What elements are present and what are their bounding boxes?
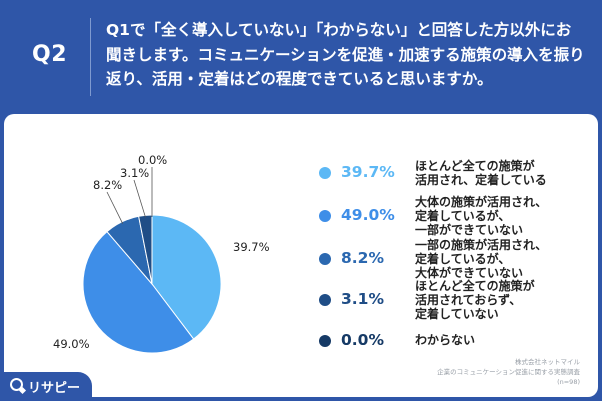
legend-label-line: 大体ができていない [415,266,524,280]
legend-label: ほとんど全ての施策が 活用されておらず、 定着していない [415,279,598,321]
legend-dot-icon [319,167,331,179]
legend-label-line: ほとんど全ての施策が [415,279,535,293]
source-line-3: (n=98) [557,378,580,386]
question-text: Q1で「全く導入していない」「わからない」と回答した方以外にお聞きします。コミュ… [106,21,585,88]
pie-slice-1 [82,230,195,354]
pie-slice-0 [151,214,222,340]
pie-value-label-0: 39.7% [233,240,270,254]
legend-item: 8.2% 一部の施策が活用され、 定着しているが、 大体ができていない [319,238,598,280]
legend-label-line: 定着していない [415,307,499,321]
legend-label: 大体の施策が活用され、 定着しているが、 一部ができていない [415,195,598,237]
header-banner: Q2 Q1で「全く導入していない」「わからない」と回答した方以外にお聞きします。… [0,0,602,112]
pie-chart: 39.7% 49.0% 8.2%3.1%0.0% [53,153,270,354]
legend-dot-icon [319,335,331,347]
question-number: Q2 [32,42,68,67]
legend-label-line: 一部ができていない [415,223,524,237]
brand-name: リサピー [28,381,81,396]
legend-dot-icon [319,253,331,265]
pie-leader-line-2 [106,191,124,224]
legend-label: ほとんど全ての施策が 活用され、定着している [415,159,598,187]
legend-percent: 39.7% [341,163,395,181]
legend-label-line: 一部の施策が活用され、 [415,238,548,252]
pie-leader-line-3 [133,179,146,218]
legend-dot-icon [319,210,331,222]
source-note: 株式会社ネットマイル 企業のコミュニケーション促進に関する実態調査 (n=98) [437,357,580,387]
pie-value-label-4: 0.0% [138,153,167,167]
legend-percent: 3.1% [341,290,384,308]
legend-percent: 0.0% [341,331,384,349]
legend-label-line: 活用され、定着している [415,173,547,187]
legend-item: 39.7% ほとんど全ての施策が 活用され、定着している [319,158,598,188]
legend-percent: 49.0% [341,206,395,224]
legend-percent: 8.2% [341,249,384,267]
legend-dot-icon [319,294,331,306]
pie-value-label-2: 8.2% [93,178,122,192]
legend-label-line: 活用されておらず、 [415,293,522,307]
legend-label: 一部の施策が活用され、 定着しているが、 大体ができていない [415,238,598,280]
legend-label-line: ほとんど全ての施策が [415,159,535,173]
header-divider [90,18,91,96]
source-line-1: 株式会社ネットマイル [515,358,580,366]
source-line-2: 企業のコミュニケーション促進に関する実態調査 [437,368,580,376]
legend-label-line: 大体の施策が活用され、 [415,195,548,209]
legend-item: 3.1% ほとんど全ての施策が 活用されておらず、 定着していない [319,279,598,321]
legend-item: 49.0% 大体の施策が活用され、 定着しているが、 一部ができていない [319,195,598,237]
legend-item: 0.0% わからない [319,326,598,356]
pie-value-label-3: 3.1% [120,166,149,180]
legend-label: わからない [415,333,598,347]
legend-label-line: 定着しているが、 [415,209,511,223]
chart-panel: 39.7% 49.0% 8.2% 3.1% 0.0% 39.7% ほとんど全ての施策が 活用… [4,114,598,397]
brand-logo: リサピー [0,372,92,401]
risapy-logo-icon [10,378,23,391]
pie-value-label-1: 49.0% [53,337,90,351]
legend-label-line: 定着しているが、 [415,252,511,266]
legend-label-line: わからない [415,333,476,347]
